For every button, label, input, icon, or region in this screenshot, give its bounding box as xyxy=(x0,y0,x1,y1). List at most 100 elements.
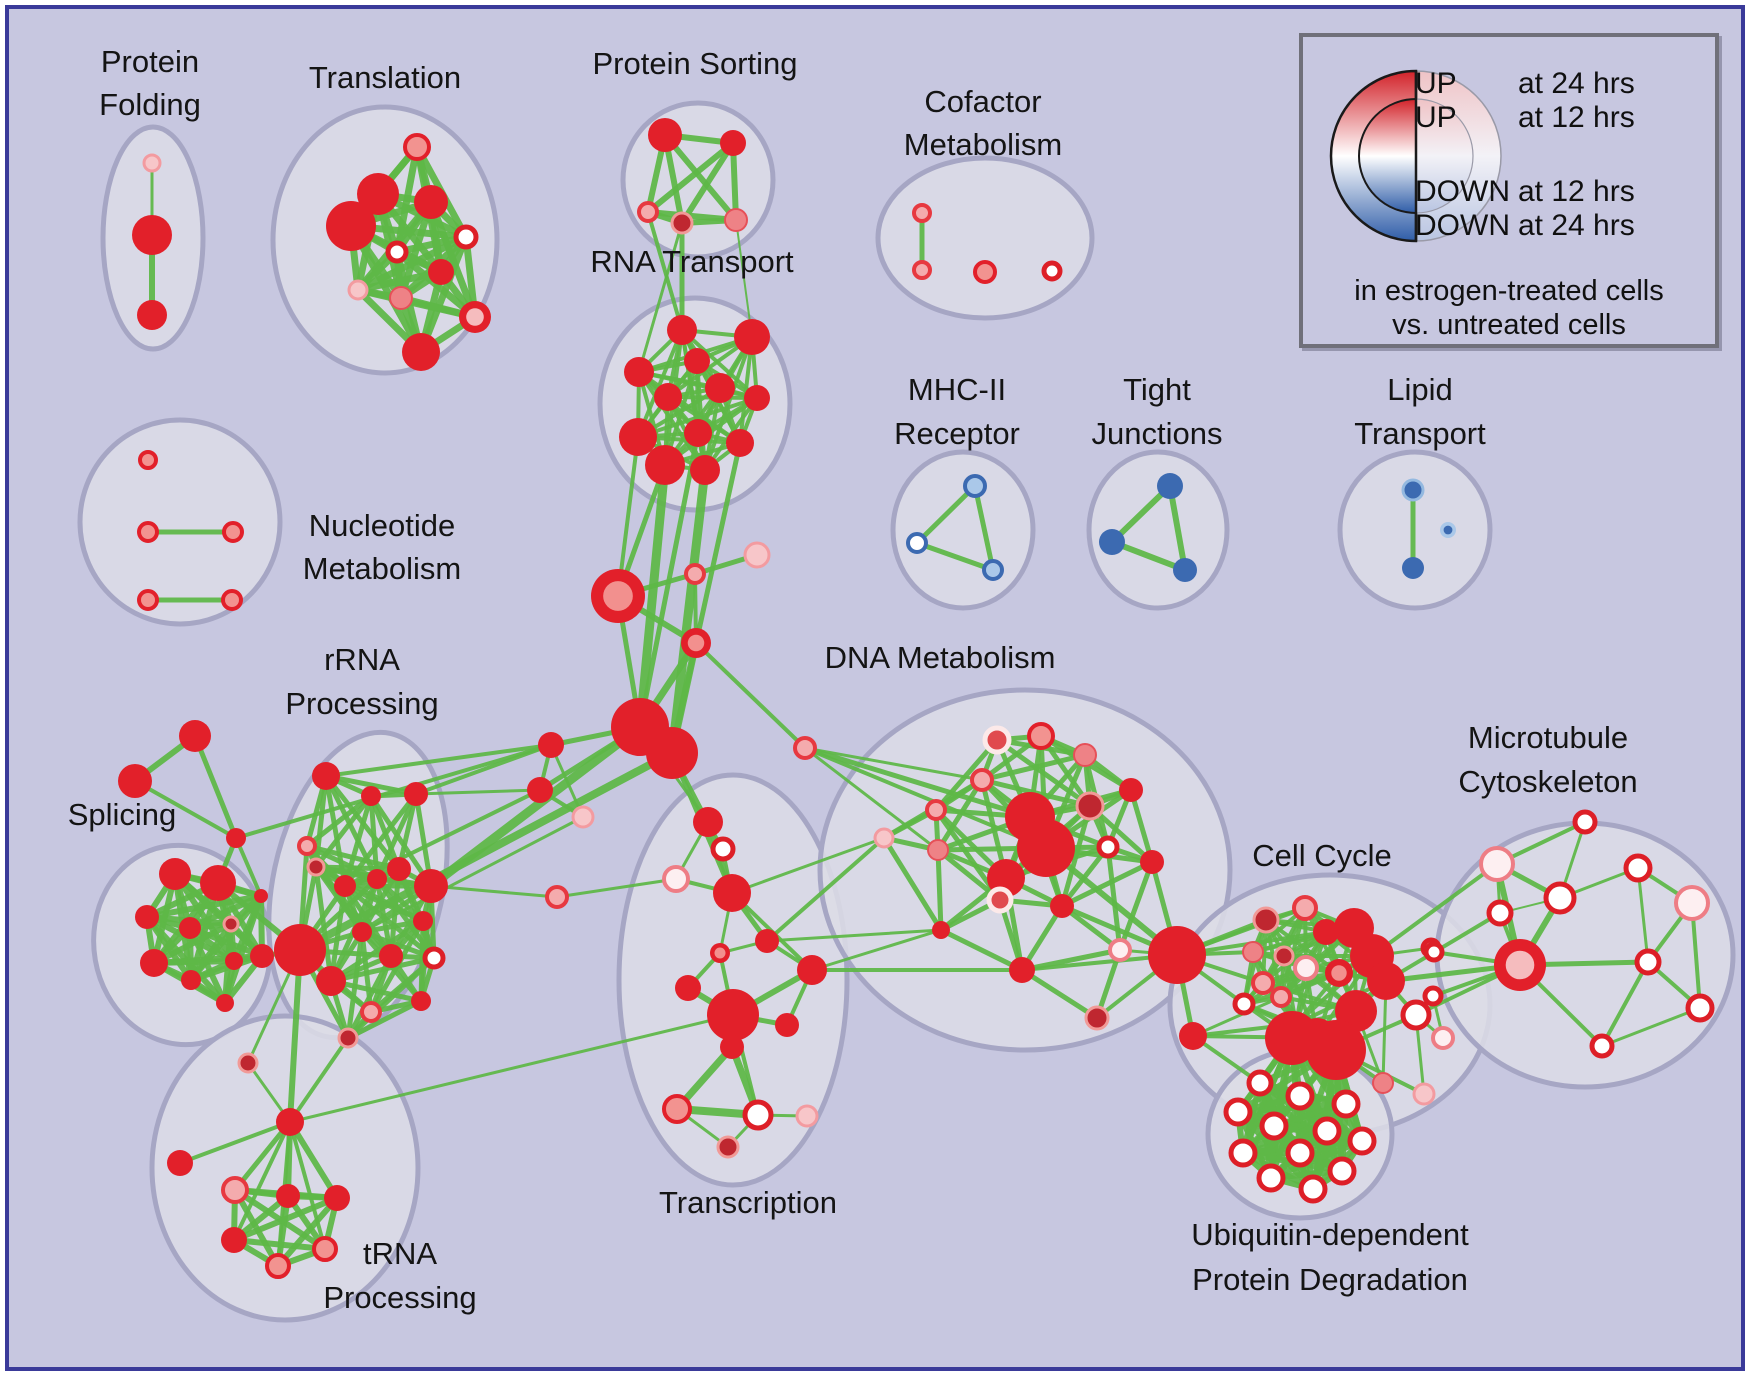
network-node-tr-13[interactable] xyxy=(742,1099,774,1131)
network-node-sp-8[interactable] xyxy=(181,970,201,990)
network-node-ps-1[interactable] xyxy=(720,130,746,156)
network-node-rr-5[interactable] xyxy=(334,875,356,897)
network-node-ub-2[interactable] xyxy=(1246,1069,1274,1097)
network-node-tl-4[interactable] xyxy=(453,224,479,250)
network-node-ps-4[interactable] xyxy=(724,208,748,232)
network-node-dna-18[interactable] xyxy=(1009,957,1035,983)
network-node-ps-2[interactable] xyxy=(637,201,659,223)
network-node-cc-11[interactable] xyxy=(1251,971,1275,995)
network-node-tj-0[interactable] xyxy=(1157,473,1183,499)
network-node-rna-6[interactable] xyxy=(654,383,682,411)
network-node-cf-0[interactable] xyxy=(912,203,932,223)
network-node-spine-8[interactable] xyxy=(571,805,595,829)
network-node-dna-8[interactable] xyxy=(1017,819,1075,877)
network-node-spine-1[interactable] xyxy=(684,563,706,585)
network-node-ub-11[interactable] xyxy=(1327,1156,1357,1186)
network-node-rna-11[interactable] xyxy=(690,455,720,485)
network-node-tr-2[interactable] xyxy=(662,865,690,893)
network-node-mt-6[interactable] xyxy=(1623,853,1653,883)
network-node-sp-7[interactable] xyxy=(140,949,168,977)
network-node-mt-10[interactable] xyxy=(1589,1033,1615,1059)
network-node-rna-0[interactable] xyxy=(667,315,697,345)
network-node-cc-4[interactable] xyxy=(1313,919,1339,945)
network-node-dna-11[interactable] xyxy=(1119,778,1143,802)
network-node-tr-1[interactable] xyxy=(710,836,736,862)
network-node-sp-1[interactable] xyxy=(118,764,152,798)
network-node-cc-1[interactable] xyxy=(1179,1022,1207,1050)
network-node-dna-16[interactable] xyxy=(1108,938,1132,962)
network-node-rr-8[interactable] xyxy=(414,869,448,903)
network-node-rna-9[interactable] xyxy=(726,429,754,457)
network-node-tr-11[interactable] xyxy=(720,1035,744,1059)
network-node-ub-4[interactable] xyxy=(1223,1097,1253,1127)
network-node-ub-5[interactable] xyxy=(1331,1089,1361,1119)
network-node-tr-7[interactable] xyxy=(675,975,701,1001)
network-node-ub-10[interactable] xyxy=(1285,1138,1315,1168)
network-node-cc-12[interactable] xyxy=(1270,986,1292,1008)
network-node-rr-6[interactable] xyxy=(367,869,387,889)
network-node-rna-7[interactable] xyxy=(619,418,657,456)
network-node-sp-3[interactable] xyxy=(159,858,191,890)
network-node-sp-9[interactable] xyxy=(222,915,240,933)
network-node-tr-4[interactable] xyxy=(545,885,569,909)
network-node-cf-3[interactable] xyxy=(1041,260,1063,282)
network-node-ub-0[interactable] xyxy=(1265,1011,1319,1065)
network-node-mh-2[interactable] xyxy=(982,559,1004,581)
network-node-nm-4[interactable] xyxy=(221,589,243,611)
network-node-mt-11[interactable] xyxy=(1572,809,1598,835)
network-node-mt-3[interactable] xyxy=(1423,941,1445,963)
network-node-mh-1[interactable] xyxy=(906,532,928,554)
network-node-ub-12[interactable] xyxy=(1256,1163,1286,1193)
network-node-tn-7[interactable] xyxy=(312,1236,338,1262)
network-node-dna-12[interactable] xyxy=(1096,835,1120,859)
network-node-ub-3[interactable] xyxy=(1285,1081,1315,1111)
network-node-lp-0[interactable] xyxy=(1401,478,1425,502)
network-node-rr-13[interactable] xyxy=(413,911,433,931)
network-node-tj-2[interactable] xyxy=(1173,558,1197,582)
network-node-tl-10[interactable] xyxy=(402,333,440,371)
network-node-mt-2[interactable] xyxy=(1486,899,1514,927)
network-node-pf-1[interactable] xyxy=(132,215,172,255)
network-node-mt-0[interactable] xyxy=(1479,846,1515,882)
network-node-cc-9[interactable] xyxy=(1293,955,1319,981)
network-node-dna-14[interactable] xyxy=(932,921,950,939)
network-node-tr-14[interactable] xyxy=(795,1104,819,1128)
network-node-tn-6[interactable] xyxy=(221,1227,247,1253)
network-node-sp-10[interactable] xyxy=(225,952,243,970)
network-node-rr-15[interactable] xyxy=(360,1001,382,1023)
network-node-tl-5[interactable] xyxy=(385,240,409,264)
network-node-dna-15[interactable] xyxy=(1050,894,1074,918)
network-node-ps-0[interactable] xyxy=(648,118,682,152)
network-node-mh-0[interactable] xyxy=(963,474,987,498)
network-node-tr-10[interactable] xyxy=(775,1013,799,1037)
network-node-dna-3[interactable] xyxy=(970,768,994,792)
network-node-tr-8[interactable] xyxy=(707,989,759,1041)
network-node-tn-8[interactable] xyxy=(265,1253,291,1279)
network-node-tr-12[interactable] xyxy=(662,1094,692,1124)
network-node-sp-11[interactable] xyxy=(254,889,268,903)
network-node-pf-2[interactable] xyxy=(137,300,167,330)
network-node-cc-8[interactable] xyxy=(1273,945,1295,967)
network-node-sp-13[interactable] xyxy=(216,994,234,1012)
network-node-tl-2[interactable] xyxy=(414,185,448,219)
network-node-tr-3[interactable] xyxy=(713,874,751,912)
network-node-dna-1[interactable] xyxy=(1027,722,1055,750)
network-node-tl-6[interactable] xyxy=(428,259,454,285)
network-node-tr-9[interactable] xyxy=(797,955,827,985)
network-node-ub-1[interactable] xyxy=(1306,1020,1366,1080)
network-node-cf-2[interactable] xyxy=(973,260,997,284)
network-node-ub-8[interactable] xyxy=(1347,1126,1377,1156)
network-node-cf-1[interactable] xyxy=(912,260,932,280)
network-node-tl-7[interactable] xyxy=(347,279,369,301)
network-node-rna-4[interactable] xyxy=(705,373,735,403)
network-node-rr-0[interactable] xyxy=(312,762,340,790)
network-node-rna-5[interactable] xyxy=(744,385,770,411)
network-node-tn-0[interactable] xyxy=(276,1108,304,1136)
network-node-spine-5[interactable] xyxy=(646,727,698,779)
network-node-lp-2[interactable] xyxy=(1402,557,1424,579)
network-node-rr-16[interactable] xyxy=(411,991,431,1011)
network-node-cc-17[interactable] xyxy=(1367,962,1405,1000)
network-node-rr-3[interactable] xyxy=(297,836,317,856)
network-node-dna-10[interactable] xyxy=(1075,791,1105,821)
network-node-cc-21[interactable] xyxy=(1372,1072,1394,1094)
